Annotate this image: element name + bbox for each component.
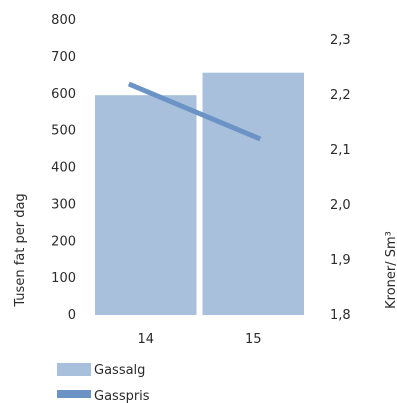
y-right-tick-label: 2,3 (330, 33, 351, 48)
y-axis-right-ticks: 1,8 1,9 2,0 2,1 2,2 2,3 (330, 33, 351, 323)
y-left-tick-label: 100 (51, 271, 76, 286)
y-left-tick-label: 700 (51, 50, 76, 65)
y-left-tick-label: 600 (51, 87, 76, 102)
x-axis-ticks: 14 15 (138, 332, 262, 347)
legend-label-gasspris: Gasspris (94, 389, 150, 403)
legend: Gassalg Gasspris (57, 363, 150, 403)
x-tick-label: 14 (138, 332, 155, 347)
y-axis-left-label: Tusen fat per dag (13, 193, 28, 307)
legend-item-gassalg: Gassalg (57, 363, 145, 378)
legend-item-gasspris: Gasspris (57, 389, 150, 403)
y-left-tick-label: 500 (51, 124, 76, 139)
y-left-tick-label: 400 (51, 161, 76, 176)
y-right-tick-label: 2,0 (330, 198, 351, 213)
lines (127, 81, 262, 142)
legend-swatch-gasspris (57, 390, 91, 398)
y-axis-left-ticks: 0 100 200 300 400 500 600 700 800 (51, 13, 76, 323)
y-right-tick-label: 1,8 (330, 308, 351, 323)
legend-swatch-gassalg (57, 363, 91, 376)
bars (95, 72, 304, 315)
bar-gassalg-15 (202, 72, 304, 315)
y-axis-right-label: Kroner/ Sm³ (384, 231, 397, 309)
bar-gassalg-14 (95, 95, 197, 315)
x-tick-label: 15 (245, 332, 262, 347)
y-left-tick-label: 300 (51, 197, 76, 212)
y-left-tick-label: 200 (51, 234, 76, 249)
y-left-tick-label: 800 (51, 13, 76, 28)
y-right-tick-label: 1,9 (330, 253, 351, 268)
y-right-tick-label: 2,2 (330, 88, 351, 103)
y-right-tick-label: 2,1 (330, 143, 351, 158)
legend-label-gassalg: Gassalg (94, 363, 145, 378)
line-gasspris (127, 81, 262, 142)
y-left-tick-label: 0 (68, 308, 76, 323)
